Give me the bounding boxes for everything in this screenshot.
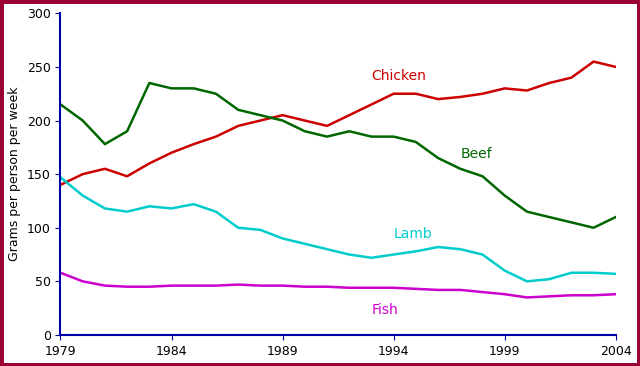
Y-axis label: Grams per person per week: Grams per person per week — [8, 87, 21, 261]
Text: Lamb: Lamb — [394, 227, 433, 242]
Text: Beef: Beef — [460, 147, 492, 161]
Text: Chicken: Chicken — [371, 69, 426, 83]
Text: Fish: Fish — [371, 303, 398, 317]
